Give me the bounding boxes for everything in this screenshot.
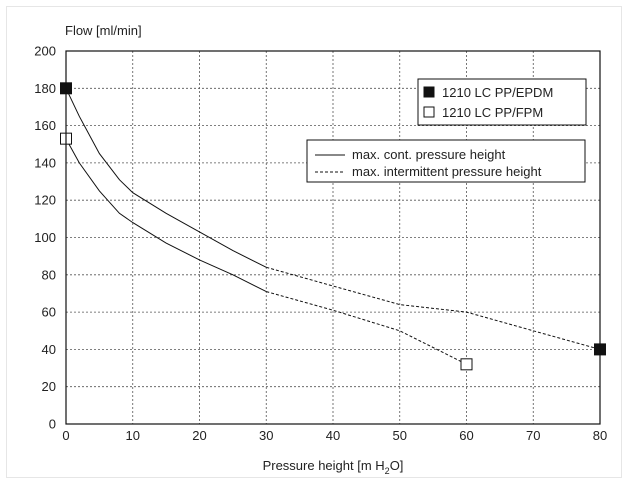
y-tick-label: 140	[34, 155, 56, 170]
y-tick-label: 100	[34, 230, 56, 245]
x-tick-label: 60	[459, 428, 473, 443]
plot-area-border	[65, 50, 601, 425]
legend-markers: 1210 LC PP/EPDM 1210 LC PP/FPM	[417, 78, 587, 126]
legend-lines: max. cont. pressure height max. intermit…	[306, 139, 586, 183]
open-square-marker	[460, 358, 473, 371]
legend-box	[306, 139, 586, 183]
open-square-icon	[423, 106, 435, 118]
legend-label: 1210 LC PP/EPDM	[442, 85, 553, 100]
x-tick-label: 70	[526, 428, 540, 443]
tick-labels: 0 10 20 30 40 50 60 70 80 0 20 40 60 80 100 120 140 160 18…	[34, 44, 607, 444]
y-tick-label: 60	[42, 305, 56, 320]
x-tick-label: 40	[326, 428, 340, 443]
y-tick-label: 20	[42, 379, 56, 394]
y-axis-title: Flow [ml/min]	[65, 23, 142, 38]
y-tick-label: 200	[34, 44, 56, 59]
y-tick-label: 180	[34, 81, 56, 96]
filled-square-icon	[423, 86, 435, 98]
legend-box	[417, 78, 587, 126]
continuous-line	[65, 138, 267, 293]
x-tick-label: 50	[393, 428, 407, 443]
series-lines	[65, 88, 601, 365]
legend-label: max. cont. pressure height	[352, 147, 506, 162]
x-tick-label: 10	[126, 428, 140, 443]
y-tick-label: 80	[42, 267, 56, 282]
x-tick-label: 20	[192, 428, 206, 443]
x-axis-title: Pressure height [m H2O]	[263, 458, 404, 476]
y-tick-label: 40	[42, 342, 56, 357]
x-tick-label: 30	[259, 428, 273, 443]
y-tick-label: 120	[34, 193, 56, 208]
x-tick-label: 80	[593, 428, 607, 443]
x-tick-label: 0	[62, 428, 69, 443]
continuous-line	[65, 88, 267, 268]
intermittent-line	[266, 266, 601, 350]
y-tick-label: 160	[34, 118, 56, 133]
y-tick-label: 0	[49, 417, 56, 432]
legend-label: max. intermittent pressure height	[352, 164, 542, 179]
intermittent-line	[266, 291, 467, 365]
legend-label: 1210 LC PP/FPM	[442, 105, 543, 120]
